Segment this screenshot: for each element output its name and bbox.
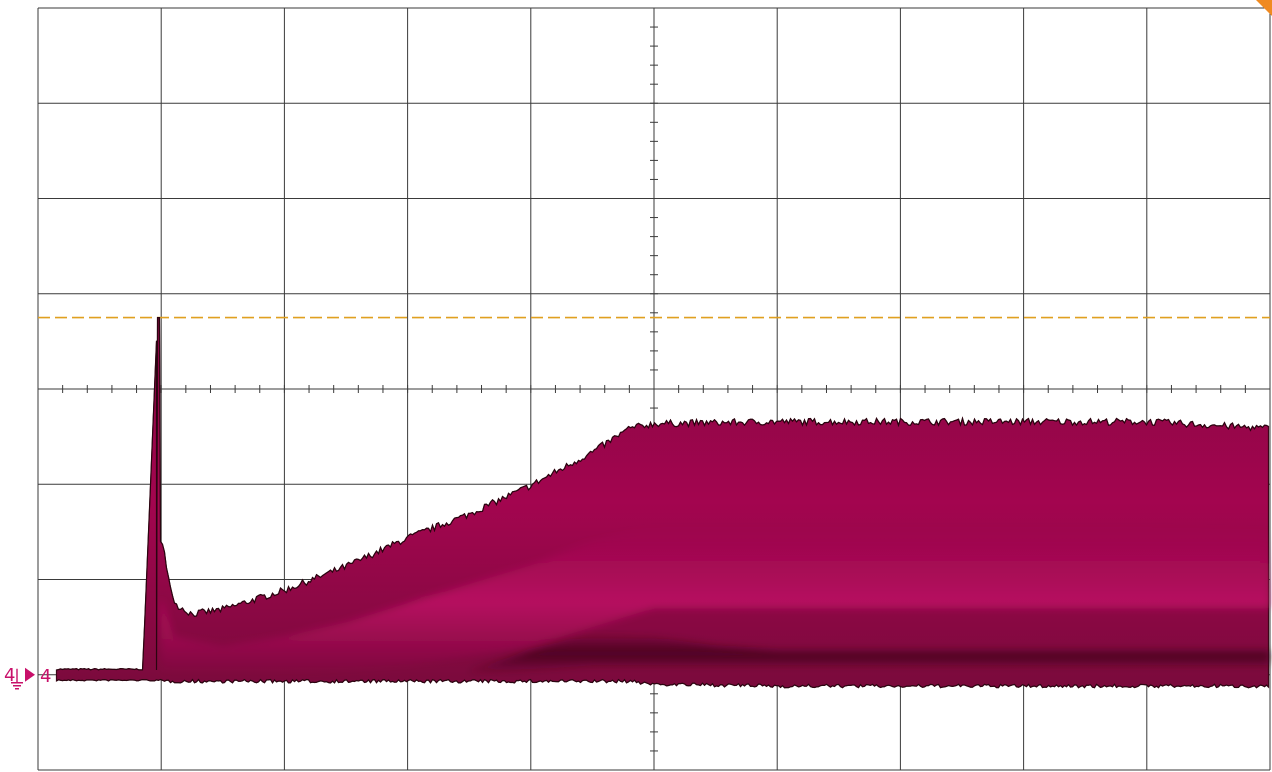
waveform-bright-band bbox=[161, 527, 1271, 675]
ground-arrow-icon bbox=[25, 667, 35, 682]
trigger-position-marker bbox=[1256, 0, 1272, 16]
waveform-dark-band bbox=[469, 631, 1270, 675]
waveform-noise-edge bbox=[56, 317, 1269, 671]
waveform-noise-edge-bottom bbox=[56, 678, 1269, 689]
ground-marker-label: 4 bbox=[4, 665, 15, 686]
channel-label: 4 bbox=[40, 666, 51, 687]
channel-ground-marker: 4 4 bbox=[4, 665, 51, 690]
ground-icon bbox=[11, 668, 23, 690]
waveform-envelope bbox=[55, 317, 1270, 689]
